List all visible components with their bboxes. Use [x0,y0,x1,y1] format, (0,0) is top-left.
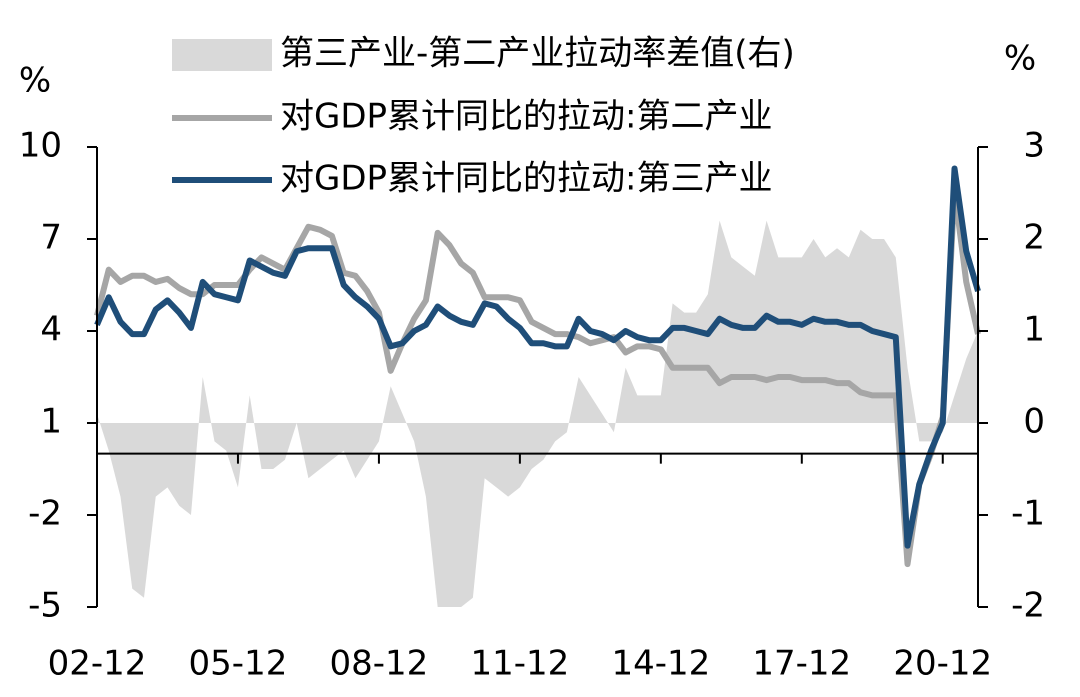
legend-label: 对GDP累计同比的拉动:第三产业 [280,159,773,199]
line [94,165,981,549]
y-unit: % [19,61,51,101]
x-tick-label: 08-12 [330,644,429,684]
y2-tick-label: 2 [1023,218,1045,258]
area [97,220,978,607]
y-tick-label: 7 [40,218,62,258]
x-tick-label: 20-12 [893,644,992,684]
y2-tick-label: 0 [1023,402,1045,442]
legend-label: 对GDP累计同比的拉动:第二产业 [280,97,773,137]
legend-label: 第三产业-第二产业拉动率差值(右) [280,34,795,74]
y-tick-label: 4 [40,310,62,350]
y2-tick-label: 3 [1023,126,1045,166]
y-tick-label: -2 [28,494,62,534]
x-tick-label: 11-12 [470,644,569,684]
y-tick-label: 1 [40,402,62,442]
y2-tick-label: -2 [1011,586,1045,626]
legend-swatch [172,39,272,71]
x-tick-label: 02-12 [48,644,147,684]
x-tick-label: 17-12 [752,644,851,684]
y2-tick-label: 1 [1023,310,1045,350]
y2-unit: % [1004,39,1036,79]
x-tick-label: 14-12 [611,644,710,684]
y-tick-label: -5 [28,586,62,626]
x-tick-label: 05-12 [189,644,288,684]
y2-tick-label: -1 [1011,494,1045,534]
y-tick-label: 10 [19,126,62,166]
